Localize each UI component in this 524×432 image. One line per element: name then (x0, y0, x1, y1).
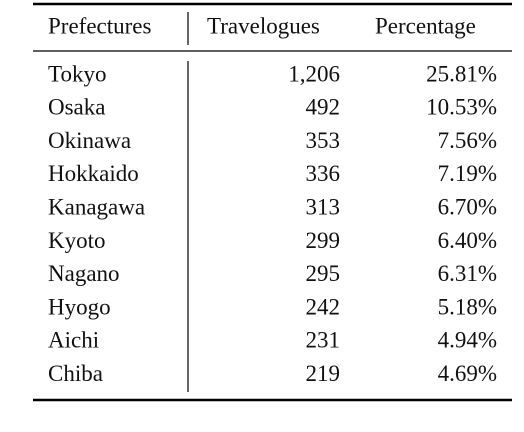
table-cell: 231 (306, 328, 341, 353)
header-cell: Prefectures (48, 13, 151, 38)
table-cell: Kyoto (48, 228, 106, 253)
table-cell: Tokyo (48, 61, 106, 86)
table-cell: 1,206 (288, 61, 340, 86)
table-cell: 313 (306, 194, 341, 219)
header-cell: Percentage (375, 13, 476, 38)
table-cell: 5.18% (438, 294, 497, 319)
table-cell: 4.69% (438, 361, 497, 386)
table-cell: Aichi (48, 328, 99, 353)
table-cell: 295 (306, 261, 341, 286)
table-cell: Okinawa (48, 128, 131, 153)
table-cell: 242 (306, 294, 341, 319)
header-cell: Travelogues (207, 13, 320, 38)
table-cell: Chiba (48, 361, 103, 386)
table-cell: Nagano (48, 261, 120, 286)
table-cell: 6.70% (438, 194, 497, 219)
table-cell: 25.81% (426, 61, 497, 86)
table-cell: Hokkaido (48, 161, 139, 186)
table-cell: 353 (306, 128, 341, 153)
table-cell: 492 (306, 95, 341, 120)
table-cell: 336 (306, 161, 341, 186)
table-cell: 299 (306, 228, 341, 253)
table-cell: 6.40% (438, 228, 497, 253)
table-cell: 10.53% (426, 95, 497, 120)
table-cell: Kanagawa (48, 194, 145, 219)
table-cell: 7.19% (438, 161, 497, 186)
table-cell: 6.31% (438, 261, 497, 286)
table-cell: 4.94% (438, 328, 497, 353)
table-cell: Hyogo (48, 294, 111, 319)
table-cell: 219 (306, 361, 341, 386)
table-cell: Osaka (48, 95, 105, 120)
table-cell: 7.56% (438, 128, 497, 153)
